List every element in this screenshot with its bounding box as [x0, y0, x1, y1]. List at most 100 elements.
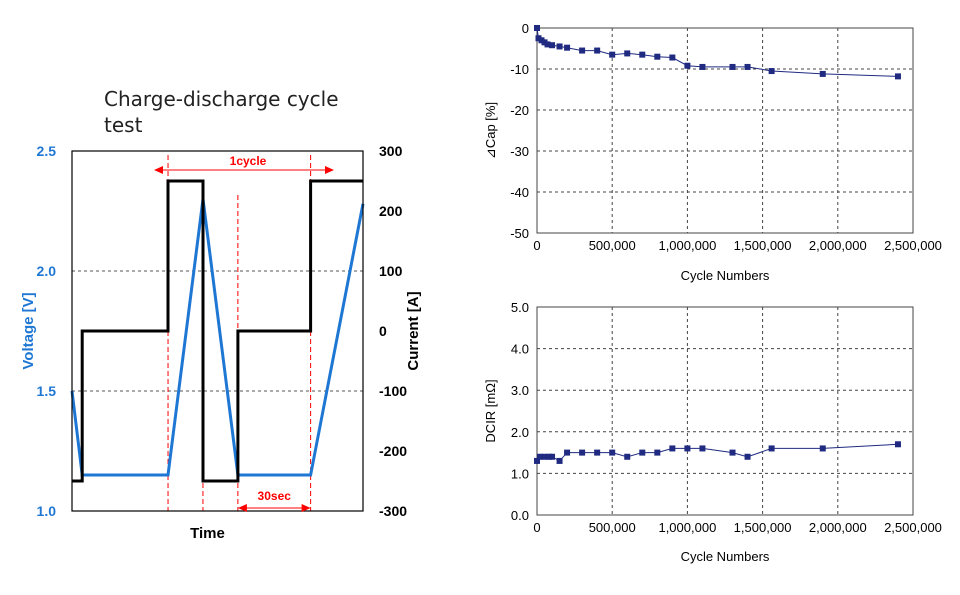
right-tick-label: 0 [379, 323, 387, 339]
data-point [768, 445, 775, 452]
data-point [538, 37, 545, 44]
data-point [894, 73, 901, 80]
y-tick-label: -10 [510, 62, 529, 77]
cycle-arrow-head [154, 166, 163, 174]
x-axis-label: Cycle Numbers [681, 549, 770, 564]
annotation-label: 1cycle [230, 154, 267, 168]
data-point [541, 39, 548, 46]
data-point [669, 54, 676, 61]
data-point [624, 50, 631, 57]
y-tick-label: -30 [510, 144, 529, 159]
data-point [699, 445, 706, 452]
data-point [684, 62, 691, 69]
x-tick-label: 500,000 [589, 520, 636, 535]
data-point [624, 453, 631, 460]
data-point [729, 449, 736, 456]
x-tick-label: 500,000 [589, 238, 636, 253]
y-axis-label: DCIR [mΩ] [483, 379, 498, 442]
x-tick-label: 1,500,000 [734, 520, 792, 535]
data-point [556, 457, 563, 464]
data-point [639, 51, 646, 58]
x-tick-label: 2,500,000 [884, 238, 942, 253]
data-point [819, 70, 826, 77]
data-point [699, 63, 706, 70]
y-axis-label: ⊿Cap [%] [483, 102, 498, 159]
plot-area [537, 307, 913, 515]
data-point [546, 453, 553, 460]
x-tick-label: 2,500,000 [884, 520, 942, 535]
annotation-label: 30sec [258, 489, 292, 503]
y-tick-label: 1.0 [511, 466, 529, 481]
data-point [537, 453, 544, 460]
cycle-arrow-head [325, 166, 334, 174]
right-tick-label: -300 [379, 503, 407, 519]
current-series-line [72, 179, 363, 483]
left-axis-label: Voltage [V] [20, 292, 37, 369]
data-point [639, 449, 646, 456]
y-tick-label: 0 [522, 21, 529, 36]
duration-arrow-head [237, 504, 247, 512]
plot-frame [536, 27, 914, 234]
left-tick-label: 1.5 [37, 383, 57, 399]
left-tick-label: 2.5 [37, 143, 57, 159]
data-point [609, 449, 616, 456]
data-point [541, 453, 548, 460]
left-tick-label: 1.0 [37, 503, 57, 519]
left-tick-label: 2.0 [37, 263, 57, 279]
data-point [549, 42, 556, 49]
data-point [744, 63, 751, 70]
data-point [744, 453, 751, 460]
x-tick-label: 2,000,000 [809, 520, 867, 535]
data-point [594, 47, 601, 54]
y-tick-label: -50 [510, 226, 529, 241]
plot-frame [536, 306, 914, 516]
data-point [579, 449, 586, 456]
data-point [544, 41, 551, 48]
data-point [729, 63, 736, 70]
right-tick-label: -100 [379, 383, 407, 399]
data-point [894, 441, 901, 448]
data-point [549, 453, 556, 460]
data-point [564, 44, 571, 51]
data-point [564, 449, 571, 456]
data-point [669, 445, 676, 452]
data-point [535, 35, 542, 42]
right-tick-label: 200 [379, 203, 403, 219]
data-point [534, 25, 540, 31]
duration-arrow-head [301, 504, 311, 512]
x-tick-label: 2,000,000 [809, 238, 867, 253]
x-tick-label: 0 [533, 520, 540, 535]
data-point [684, 445, 691, 452]
y-tick-label: -20 [510, 103, 529, 118]
y-tick-label: 0.0 [511, 508, 529, 523]
y-tick-label: 4.0 [511, 342, 529, 357]
y-tick-label: 3.0 [511, 383, 529, 398]
data-point [819, 445, 826, 452]
y-tick-label: 5.0 [511, 300, 529, 315]
data-point [768, 68, 775, 75]
right-tick-label: -200 [379, 443, 407, 459]
y-tick-label: 2.0 [511, 425, 529, 440]
right-axis-label: Current [A] [405, 291, 422, 370]
data-point [579, 47, 586, 54]
data-point [654, 449, 661, 456]
x-tick-label: 1,000,000 [658, 238, 716, 253]
data-point [654, 53, 661, 60]
page-title: Charge-discharge cycle test [104, 87, 339, 137]
data-point [594, 449, 601, 456]
y-tick-label: -40 [510, 185, 529, 200]
plot-area [537, 28, 913, 233]
x-tick-label: 1,500,000 [734, 238, 792, 253]
x-tick-label: 1,000,000 [658, 520, 716, 535]
data-point [534, 457, 540, 464]
plot-frame [71, 150, 364, 512]
x-axis-label: Cycle Numbers [681, 268, 770, 283]
data-point [556, 43, 563, 50]
right-tick-label: 300 [379, 143, 403, 159]
x-tick-label: 0 [533, 238, 540, 253]
data-point [609, 51, 616, 58]
right-tick-label: 100 [379, 263, 403, 279]
